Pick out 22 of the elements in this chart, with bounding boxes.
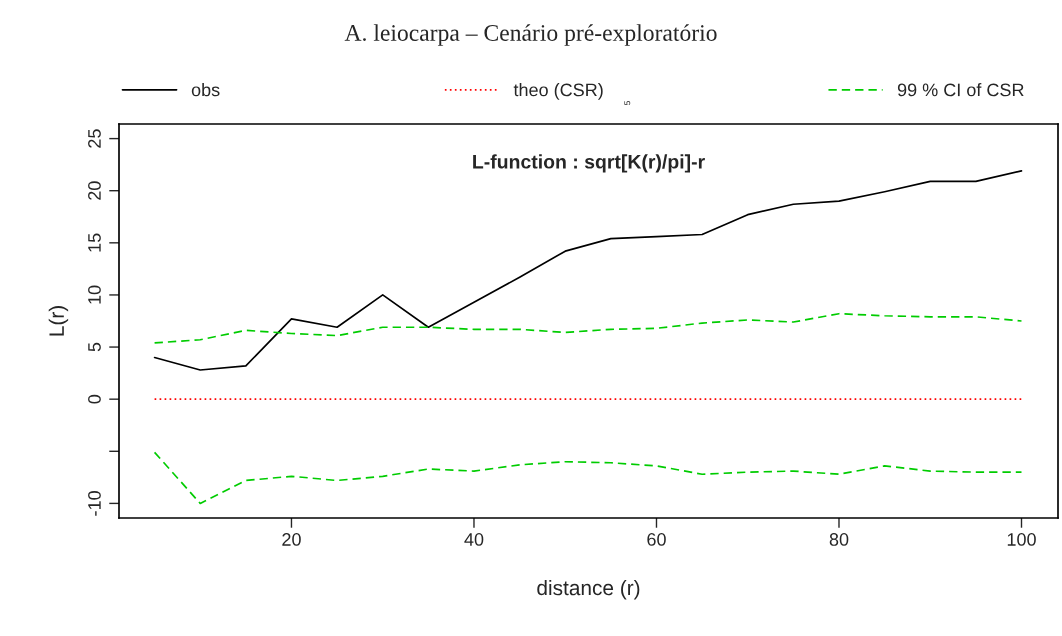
- x-tick-label: 100: [1007, 533, 1036, 546]
- text: 5: [624, 101, 631, 105]
- y-tick-label: -10: [88, 491, 101, 516]
- x-tick-label: 60: [647, 533, 666, 546]
- legend-label: obs: [191, 83, 220, 97]
- text: L-function : sqrt[K(r)/pi]-r: [473, 154, 705, 173]
- legend-label: theo (CSR): [513, 83, 603, 100]
- x-axis-title: distance (r): [537, 579, 640, 600]
- y-tick-label: 20: [88, 181, 101, 200]
- y-tick-label: 25: [88, 129, 101, 148]
- y-tick-label: 10: [88, 285, 101, 304]
- x-tick-label: 40: [464, 533, 484, 546]
- y-axis-title: L(r): [48, 306, 69, 336]
- chart-title: A. leiocarpa – Cenário pré-exploratório: [344, 24, 717, 46]
- y-tick-label: 15: [88, 233, 101, 252]
- x-tick-label: 20: [282, 533, 301, 546]
- line-series: [153, 451, 1023, 505]
- line-series: [153, 312, 1023, 344]
- y-tick-label: 0: [88, 394, 101, 404]
- x-tick-label: 80: [829, 533, 849, 546]
- legend-label: 99 % CI of CSR: [897, 83, 1024, 97]
- y-tick-label: 5: [88, 342, 101, 352]
